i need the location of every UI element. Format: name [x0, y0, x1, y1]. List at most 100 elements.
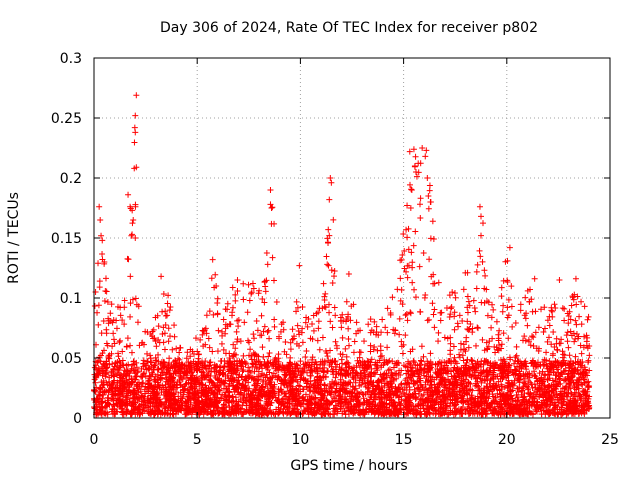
data-point — [155, 323, 162, 330]
data-point — [157, 401, 164, 408]
data-point — [205, 335, 212, 342]
data-point — [234, 288, 241, 295]
data-point — [240, 352, 247, 359]
data-point — [144, 350, 151, 357]
data-point — [472, 308, 479, 315]
data-point — [345, 335, 352, 342]
data-point — [557, 340, 564, 347]
data-point — [353, 319, 360, 326]
data-point — [585, 313, 592, 320]
data-point — [365, 321, 372, 328]
data-point — [417, 195, 424, 202]
data-point — [107, 310, 114, 317]
data-point — [323, 253, 330, 260]
data-point — [426, 182, 433, 189]
data-point — [565, 370, 572, 377]
data-point — [212, 271, 219, 278]
data-point — [351, 338, 358, 345]
data-point — [508, 303, 515, 310]
data-point — [117, 337, 124, 344]
data-point — [585, 357, 592, 364]
data-point — [251, 335, 258, 342]
data-point — [346, 342, 353, 349]
data-point — [229, 304, 236, 311]
data-point — [324, 239, 331, 246]
data-point — [522, 294, 529, 301]
data-point — [273, 298, 280, 305]
data-point — [397, 257, 404, 264]
data-point — [546, 322, 553, 329]
data-point — [456, 312, 463, 319]
data-point — [303, 347, 310, 354]
data-point — [484, 312, 491, 319]
data-point — [319, 334, 326, 341]
data-point — [248, 290, 255, 297]
data-point — [176, 349, 183, 356]
data-point — [99, 251, 106, 258]
data-point — [102, 287, 109, 294]
data-point — [426, 187, 433, 194]
data-point — [435, 279, 442, 286]
data-point — [91, 303, 98, 310]
data-point — [460, 286, 467, 293]
data-point — [293, 308, 300, 315]
data-point — [345, 325, 352, 332]
data-point — [360, 395, 367, 402]
data-point — [258, 312, 265, 319]
data-point — [241, 319, 248, 326]
data-point — [407, 310, 414, 317]
data-point — [389, 294, 396, 301]
data-point — [464, 356, 471, 363]
data-point — [310, 327, 317, 334]
data-point — [271, 316, 278, 323]
data-point — [541, 304, 548, 311]
data-point — [327, 318, 334, 325]
data-point — [421, 294, 428, 301]
data-point — [289, 336, 296, 343]
data-point — [218, 340, 225, 347]
data-point — [129, 231, 136, 238]
data-point — [121, 304, 128, 311]
data-point — [330, 216, 337, 223]
data-point — [572, 317, 579, 324]
data-point — [222, 306, 229, 313]
data-point — [559, 305, 566, 312]
data-point — [214, 348, 221, 355]
data-point — [209, 348, 216, 355]
data-point — [171, 322, 178, 329]
data-point — [581, 303, 588, 310]
data-point — [245, 281, 252, 288]
data-point — [100, 347, 107, 354]
data-point — [430, 311, 437, 318]
data-point — [500, 302, 507, 309]
data-point — [425, 205, 432, 212]
data-point — [411, 286, 418, 293]
data-point — [123, 343, 130, 350]
data-point — [426, 256, 433, 263]
data-point — [121, 297, 128, 304]
data-point — [260, 328, 267, 335]
data-point — [210, 311, 217, 318]
data-point — [263, 249, 270, 256]
data-point — [490, 306, 497, 313]
data-point — [239, 368, 246, 375]
data-point — [451, 326, 458, 333]
data-point — [529, 333, 536, 340]
data-point — [384, 344, 391, 351]
data-point — [429, 300, 436, 307]
data-point — [307, 372, 314, 379]
data-point — [384, 329, 391, 336]
data-point — [95, 321, 102, 328]
data-point — [450, 343, 457, 350]
data-point — [265, 327, 272, 334]
data-point — [162, 312, 169, 319]
data-point — [576, 313, 583, 320]
data-point — [517, 301, 524, 308]
data-point — [512, 354, 519, 361]
data-point — [103, 288, 110, 295]
data-point — [234, 277, 241, 284]
data-point — [332, 312, 339, 319]
data-point — [287, 346, 294, 353]
data-point — [367, 316, 374, 323]
data-point — [235, 323, 242, 330]
